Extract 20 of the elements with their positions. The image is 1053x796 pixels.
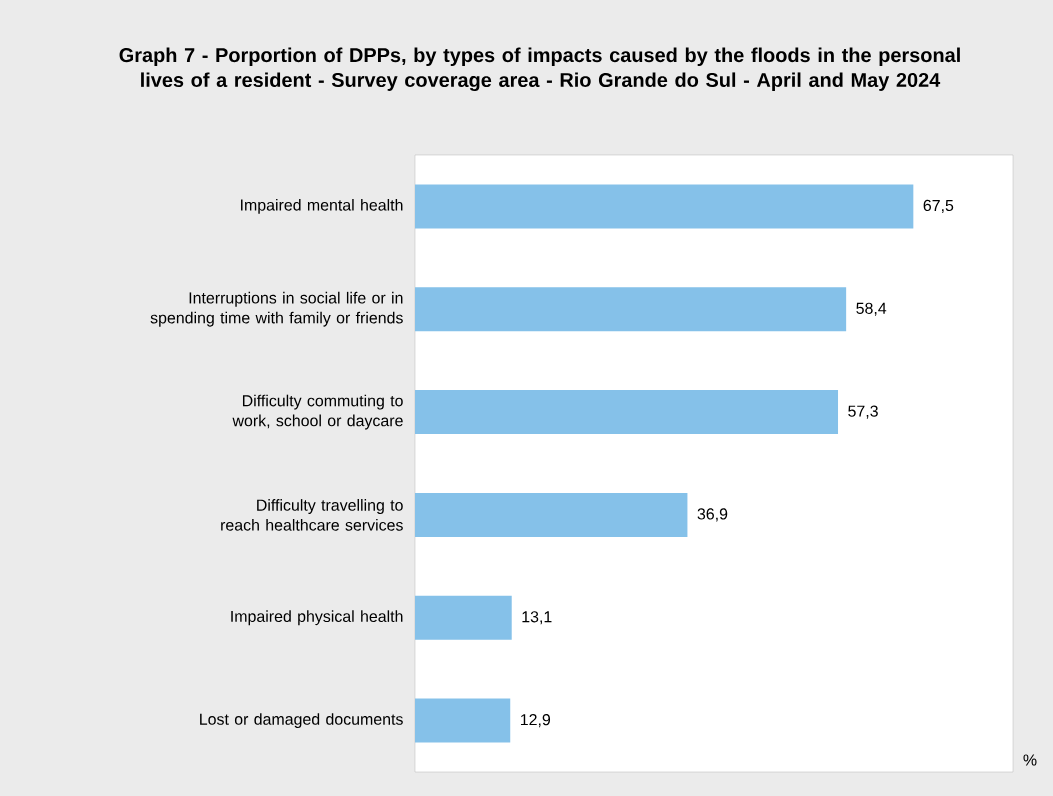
bar xyxy=(415,390,839,435)
data-label: 67,5 xyxy=(923,199,954,213)
data-label: 12,9 xyxy=(520,714,551,728)
bar xyxy=(415,698,511,743)
bar xyxy=(415,184,914,229)
data-label: 36,9 xyxy=(697,508,728,522)
bar xyxy=(415,595,512,640)
data-label: 57,3 xyxy=(848,405,878,419)
y-tick-label: Difficulty travelling to reach healthcare services xyxy=(221,499,403,531)
y-tick-label: Impaired physical health xyxy=(231,610,403,626)
y-tick-label: Lost or damaged documents xyxy=(200,713,403,729)
y-tick-label: Impaired mental health xyxy=(241,198,403,214)
text: % xyxy=(1023,754,1037,766)
data-label: 13,1 xyxy=(522,611,552,625)
y-tick-label: Interruptions in social life or in spending time with family or friends xyxy=(150,291,403,327)
data-label: 58,4 xyxy=(856,302,887,316)
bar xyxy=(415,287,847,332)
chart-title: Graph 7 - Porportion of DPPs, by types of impacts caused by the floods in the personal lives of a resident - Survey coverage area - Rio Grande do Sul - April and May 2024 xyxy=(119,47,960,92)
y-tick-label: Difficulty commuting to work, school or daycare xyxy=(232,394,403,430)
bar xyxy=(415,492,688,537)
